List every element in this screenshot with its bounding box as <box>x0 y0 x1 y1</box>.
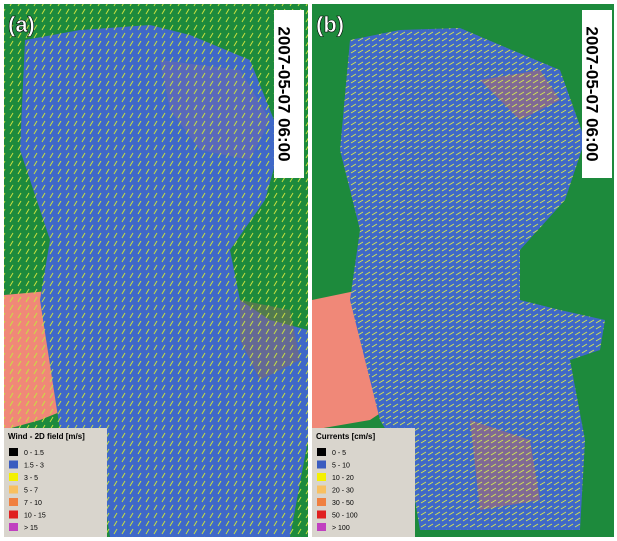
legend-label: 50 - 100 <box>332 513 358 520</box>
legend-swatch <box>9 473 18 481</box>
legend-label: > 100 <box>332 525 350 532</box>
legend-label: 1.5 - 3 <box>24 463 44 470</box>
legend-swatch <box>317 473 326 481</box>
legend-swatch <box>9 461 18 469</box>
legend-swatch <box>317 486 326 494</box>
legend-label: 7 - 10 <box>24 500 42 507</box>
timestamp: 2007-05-07 06:00 <box>275 26 294 161</box>
legend-swatch <box>317 523 326 531</box>
legend-label: 10 - 20 <box>332 475 354 482</box>
legend-label: 30 - 50 <box>332 500 354 507</box>
legend-label: 20 - 30 <box>332 488 354 495</box>
timestamp: 2007-05-07 06:00 <box>583 26 602 161</box>
legend-swatch <box>317 448 326 456</box>
legend-swatch <box>9 523 18 531</box>
legend-swatch <box>9 511 18 519</box>
legend-title: Wind - 2D field [m/s] <box>8 432 85 441</box>
panel-label: (b) <box>316 12 344 37</box>
legend-label: 0 - 5 <box>332 450 346 457</box>
legend-box <box>4 428 107 537</box>
legend-swatch <box>9 486 18 494</box>
legend-swatch <box>317 511 326 519</box>
legend-swatch <box>317 498 326 506</box>
legend-title: Currents [cm/s] <box>316 432 375 441</box>
figure: (a) 2007-05-07 06:00 Wind - 2D field [m/s]… <box>0 0 617 541</box>
legend-swatch <box>317 461 326 469</box>
legend-label: 5 - 7 <box>24 488 38 495</box>
legend-label: 3 - 5 <box>24 475 38 482</box>
legend-label: 5 - 10 <box>332 463 350 470</box>
panel-label: (a) <box>8 12 35 37</box>
legend-box <box>312 428 415 537</box>
legend-label: > 15 <box>24 525 38 532</box>
legend-swatch <box>9 498 18 506</box>
legend-swatch <box>9 448 18 456</box>
legend-label: 0 - 1.5 <box>24 450 44 457</box>
legend-label: 10 - 15 <box>24 513 46 520</box>
